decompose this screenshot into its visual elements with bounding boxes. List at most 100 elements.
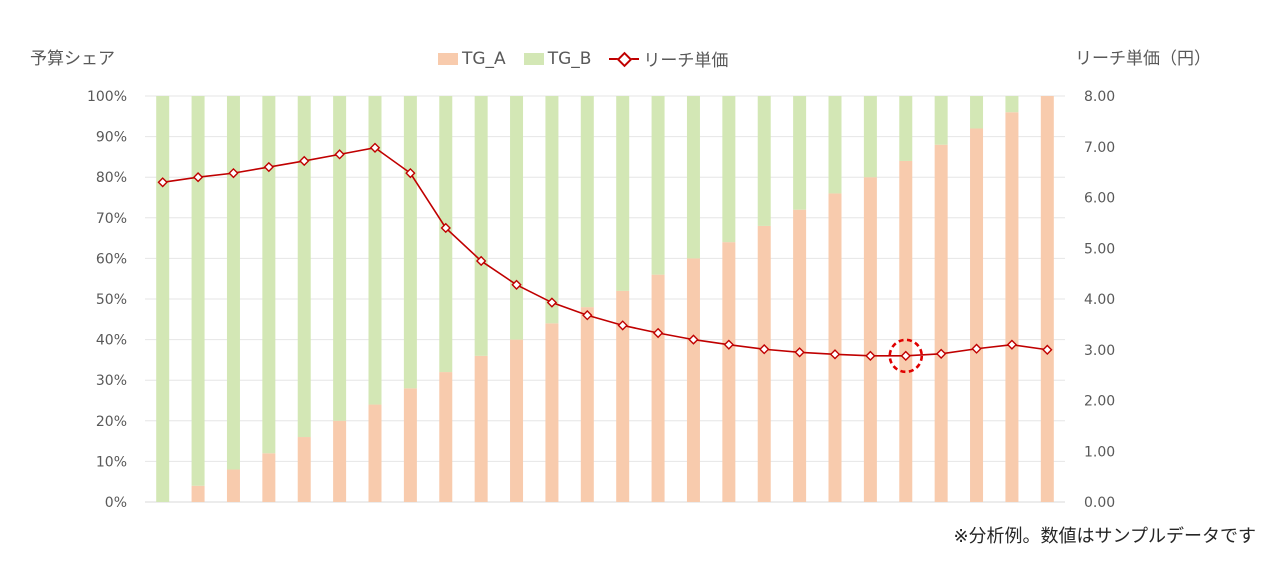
- right-axis-tick-label: 2.00: [1084, 394, 1115, 410]
- bar-tg-b: [297, 96, 311, 438]
- reach-cost-point: [900, 350, 911, 362]
- bar-tg-b: [1005, 96, 1019, 113]
- bar-tg-a: [757, 225, 771, 503]
- left-axis-tick-label: 10%: [96, 454, 127, 470]
- reach-cost-point: [723, 339, 735, 350]
- legend-swatch-tg-a: [438, 52, 458, 65]
- reach-cost-point: [334, 149, 345, 160]
- bar-tg-b: [722, 96, 736, 243]
- reach-cost-point: [865, 350, 876, 362]
- left-axis-tick-label: 80%: [96, 170, 127, 186]
- bar-tg-b: [863, 96, 877, 178]
- bar-tg-a: [545, 323, 559, 502]
- bar-tg-a: [226, 469, 240, 502]
- highlight-circle: [888, 338, 924, 374]
- bar-tg-a: [970, 128, 984, 503]
- left-axis-tick-label: 30%: [96, 373, 127, 389]
- reach-cost-point: [688, 334, 699, 345]
- bar-tg-a: [368, 404, 382, 502]
- bar-tg-b: [793, 96, 807, 210]
- reach-cost-point: [192, 172, 204, 183]
- left-axis-tick-label: 20%: [96, 414, 127, 430]
- bar-tg-b: [757, 96, 771, 226]
- bar-tg-a: [474, 355, 488, 502]
- reach-cost-point: [829, 349, 841, 360]
- bar-tg-a: [580, 307, 594, 502]
- reach-cost-point: [794, 347, 805, 358]
- legend-label-tg-b: TG_B: [547, 48, 592, 69]
- right-axis-ticks: 0.00 1.00 2.00 3.00 4.00 5.00 6.00 7.00 8.00: [1084, 89, 1115, 511]
- reach-cost-point: [582, 310, 593, 321]
- bar-tg-a: [297, 437, 311, 502]
- legend-label-tg-a: TG_A: [462, 48, 506, 69]
- right-axis-tick-label: 7.00: [1084, 140, 1115, 156]
- reach-cost-point: [1042, 344, 1053, 355]
- right-axis-tick-label: 4.00: [1084, 292, 1115, 308]
- reach-cost-point: [157, 177, 168, 188]
- bar-tg-a: [722, 242, 736, 502]
- reach-cost-point: [617, 320, 628, 331]
- right-axis-tick-label: 1.00: [1084, 444, 1115, 460]
- reach-cost-point: [228, 167, 239, 179]
- left-axis-tick-label: 90%: [96, 130, 127, 146]
- bar-tg-a: [651, 274, 665, 502]
- right-axis-tick-label: 6.00: [1084, 191, 1115, 207]
- reach-cost-point: [546, 297, 558, 308]
- bar-tg-b: [156, 96, 170, 502]
- bar-tg-a: [262, 453, 276, 502]
- legend-swatch-tg-b: [523, 52, 544, 65]
- bar-tg-b: [226, 96, 240, 470]
- reach-cost-point: [369, 142, 381, 153]
- bar-tg-b: [510, 96, 524, 340]
- reach-cost-point: [440, 222, 451, 234]
- left-axis-tick-label: 100%: [87, 89, 127, 105]
- footnote: ※分析例。数値はサンプルデータです: [953, 526, 1256, 547]
- legend-line-marker-icon: [609, 53, 640, 65]
- bar-tg-b: [368, 96, 382, 405]
- legend-item-tg-a: TG_A: [438, 49, 506, 69]
- left-axis-tick-label: 60%: [96, 251, 127, 267]
- reach-cost-point: [405, 167, 416, 179]
- bar-tg-b: [262, 96, 276, 454]
- legend-label-reach-cost: リーチ単価: [643, 51, 729, 71]
- left-axis-tick-label: 70%: [96, 211, 127, 227]
- bar-tg-a: [616, 290, 630, 502]
- bar-tg-b: [439, 96, 453, 373]
- left-axis-tick-label: 50%: [96, 292, 127, 308]
- reach-cost-point: [759, 344, 770, 355]
- reach-cost-point: [935, 348, 947, 359]
- bar-tg-a: [510, 339, 524, 502]
- right-axis-tick-label: 5.00: [1084, 241, 1115, 257]
- left-axis-tick-label: 0%: [105, 495, 127, 511]
- bar-tg-a: [191, 485, 205, 502]
- line-series: [157, 142, 1053, 362]
- left-axis-title: 予算シェア: [30, 49, 115, 69]
- bar-tg-b: [191, 96, 205, 486]
- bar-tg-a: [1005, 112, 1019, 503]
- bar-tg-a: [403, 388, 417, 502]
- bar-tg-b: [899, 96, 913, 161]
- bar-tg-b: [616, 96, 630, 291]
- reach-cost-point: [1006, 339, 1018, 350]
- bar-tg-a: [686, 258, 700, 502]
- bar-tg-a: [439, 372, 453, 502]
- bar-tg-b: [970, 96, 984, 129]
- reach-cost-line: [162, 146, 1048, 357]
- bar-tg-b: [333, 96, 347, 421]
- bar-tg-a: [899, 160, 913, 502]
- reach-cost-point: [511, 279, 522, 290]
- right-axis-tick-label: 8.00: [1084, 89, 1115, 105]
- right-axis-title: リーチ単価（円）: [1075, 49, 1211, 69]
- right-axis-tick-label: 3.00: [1084, 343, 1115, 359]
- left-axis-tick-label: 40%: [96, 333, 127, 349]
- reach-cost-point: [971, 343, 982, 354]
- bar-tg-a: [1040, 96, 1054, 502]
- bar-series: [156, 96, 1054, 503]
- reach-cost-point: [652, 327, 664, 339]
- reach-cost-point: [263, 161, 275, 173]
- bar-tg-b: [545, 96, 559, 324]
- legend-item-tg-b: TG_B: [523, 48, 592, 69]
- bar-tg-a: [934, 144, 948, 502]
- bar-tg-b: [403, 96, 417, 389]
